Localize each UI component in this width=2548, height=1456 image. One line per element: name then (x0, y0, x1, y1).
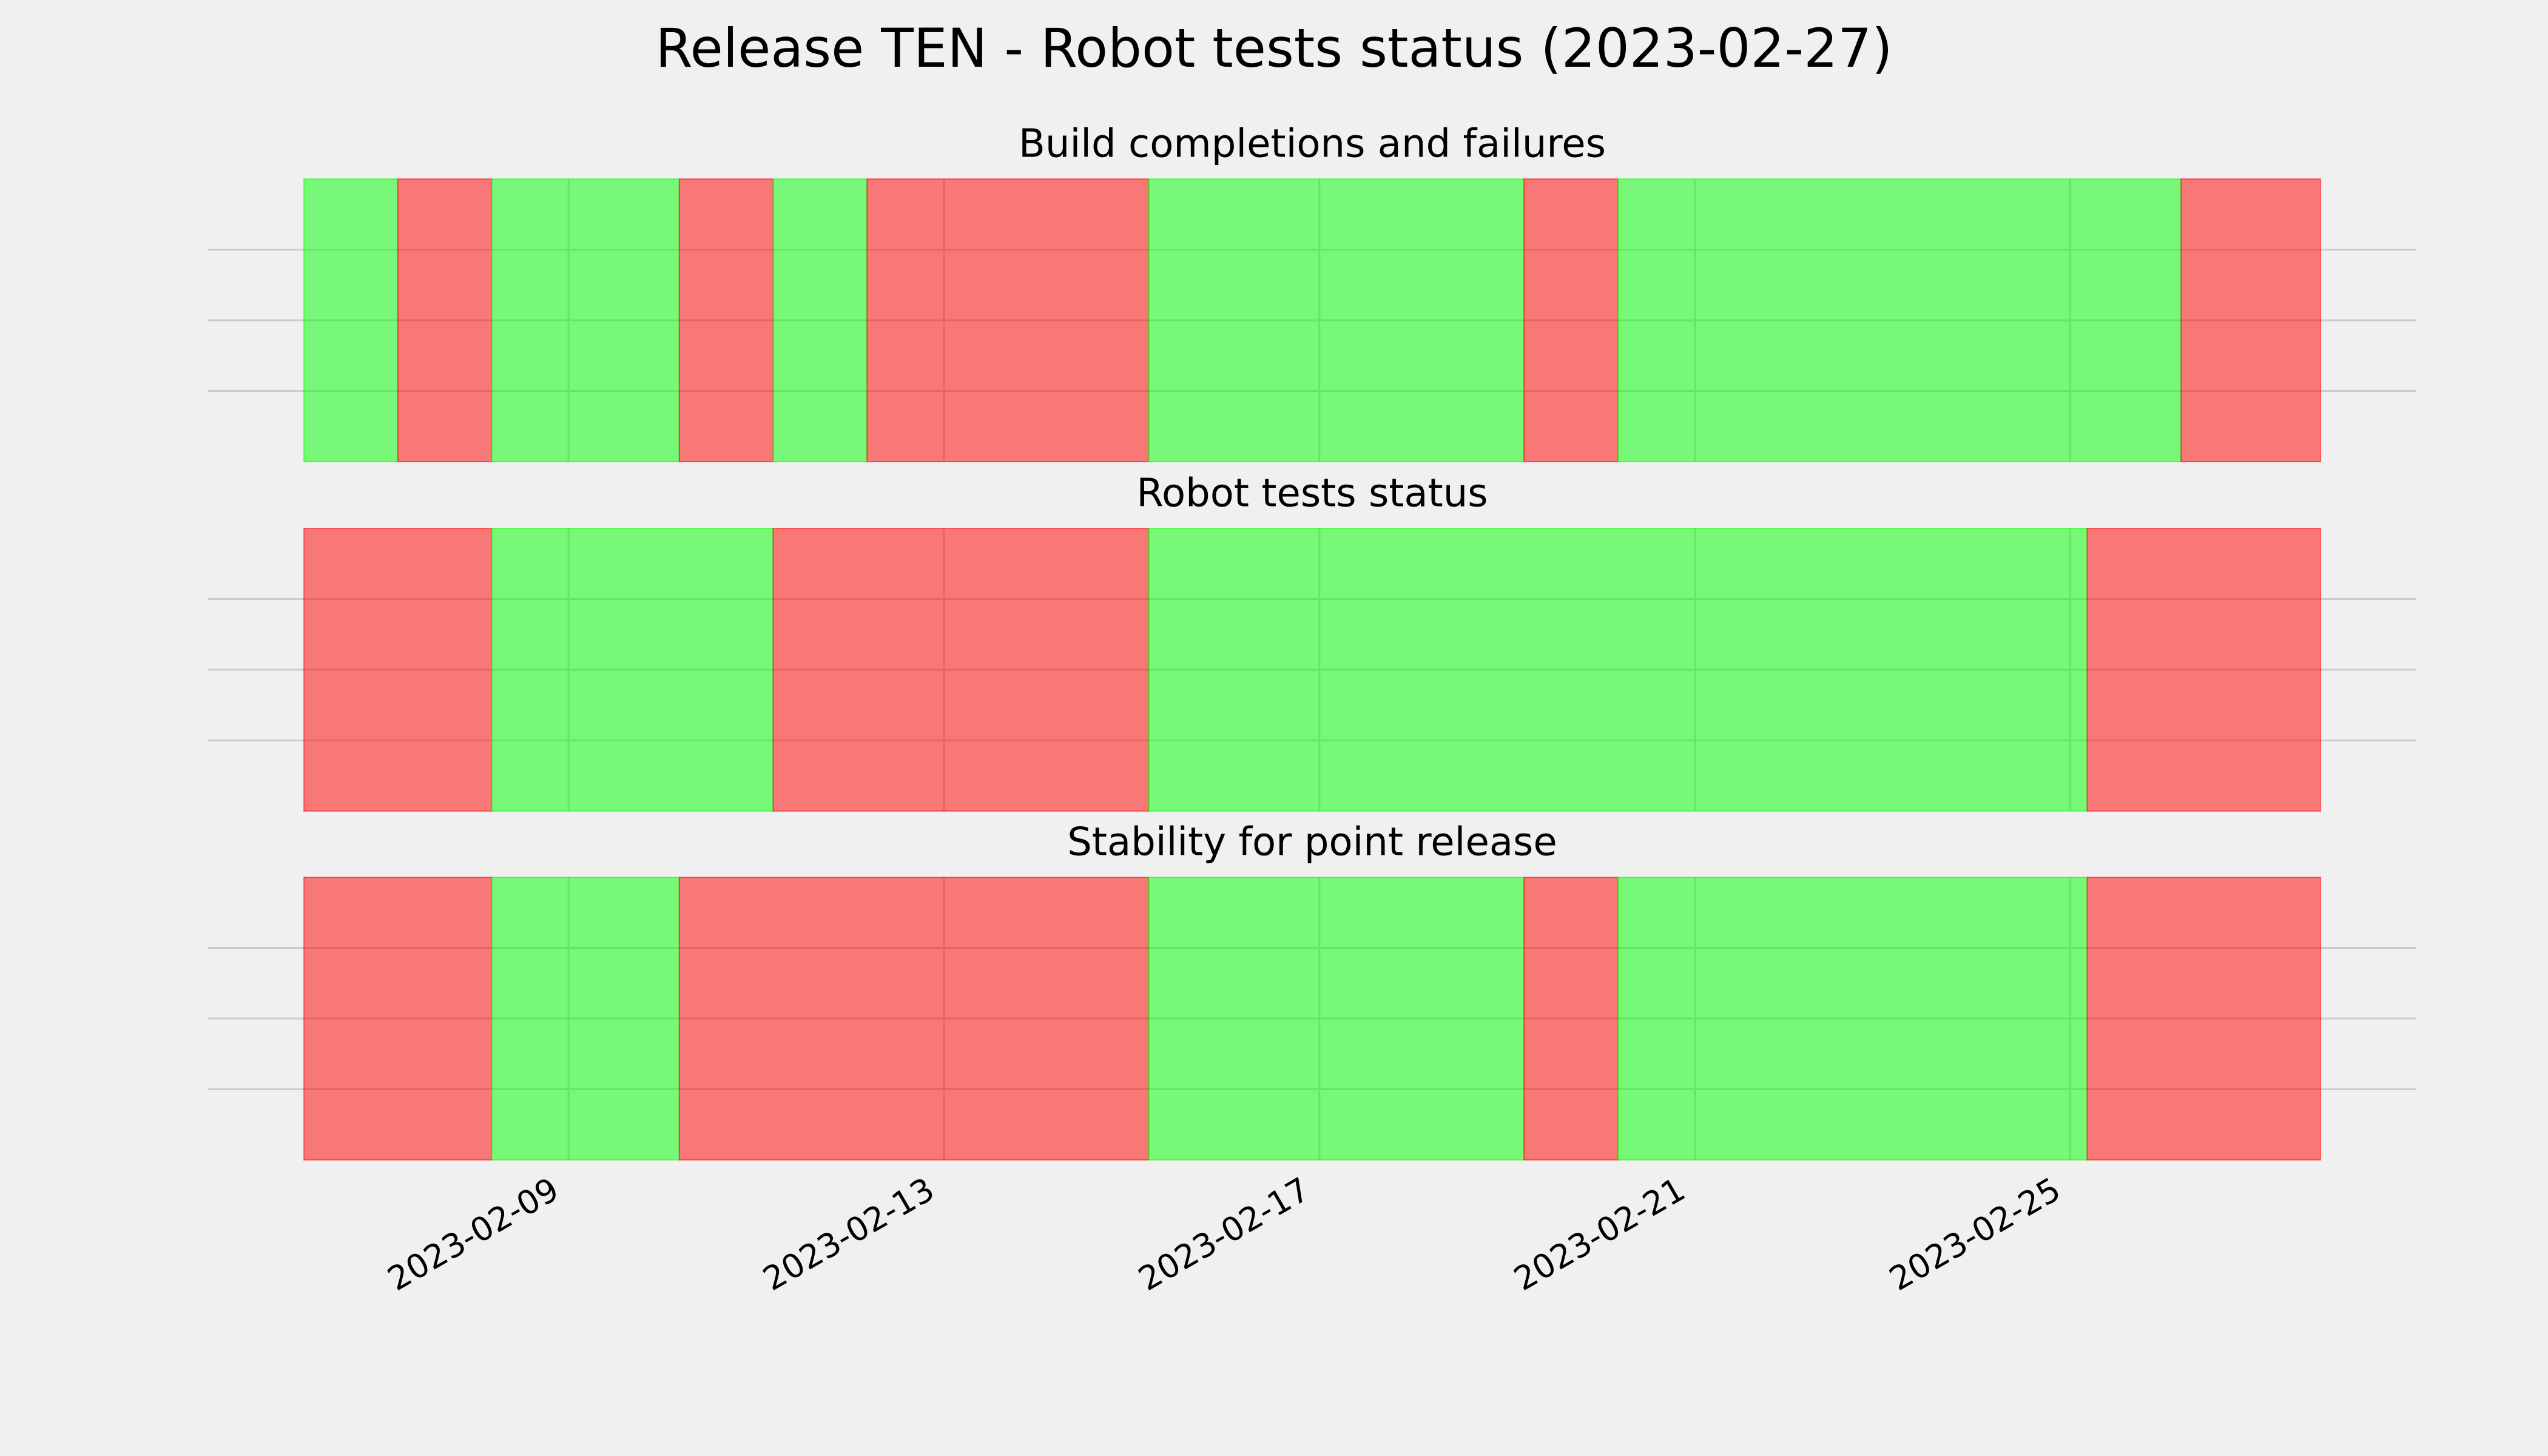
status-span (397, 178, 493, 462)
status-span (1148, 178, 1525, 462)
status-span (491, 877, 680, 1161)
x-tick-label: 2023-02-25 (1883, 1170, 2067, 1298)
panel-title: Build completions and failures (1019, 122, 1606, 167)
status-span (678, 877, 1150, 1161)
x-tick-label: 2023-02-21 (1508, 1170, 1691, 1298)
status-span (772, 178, 868, 462)
status-span (1617, 178, 2182, 462)
x-tick-label: 2023-02-09 (381, 1170, 565, 1298)
status-span (1617, 877, 2088, 1161)
status-span (678, 178, 774, 462)
status-span (1523, 178, 1619, 462)
panel-title: Robot tests status (1136, 471, 1488, 516)
status-span (303, 528, 493, 812)
status-span (772, 528, 1150, 812)
figure-title: Release TEN - Robot tests status (2023-0… (655, 17, 1892, 79)
x-tick-label: 2023-02-13 (757, 1170, 940, 1298)
status-span (491, 528, 774, 812)
status-span (866, 178, 1150, 462)
status-span (1148, 528, 2088, 812)
status-span (2086, 528, 2322, 812)
x-tick-label: 2023-02-17 (1132, 1170, 1316, 1298)
panel-title: Stability for point release (1067, 820, 1557, 865)
status-span (303, 877, 493, 1161)
status-span (303, 178, 399, 462)
status-span (491, 178, 680, 462)
status-span (1148, 877, 1525, 1161)
status-span (1523, 877, 1619, 1161)
status-span (2086, 877, 2322, 1161)
status-span (2180, 178, 2322, 462)
